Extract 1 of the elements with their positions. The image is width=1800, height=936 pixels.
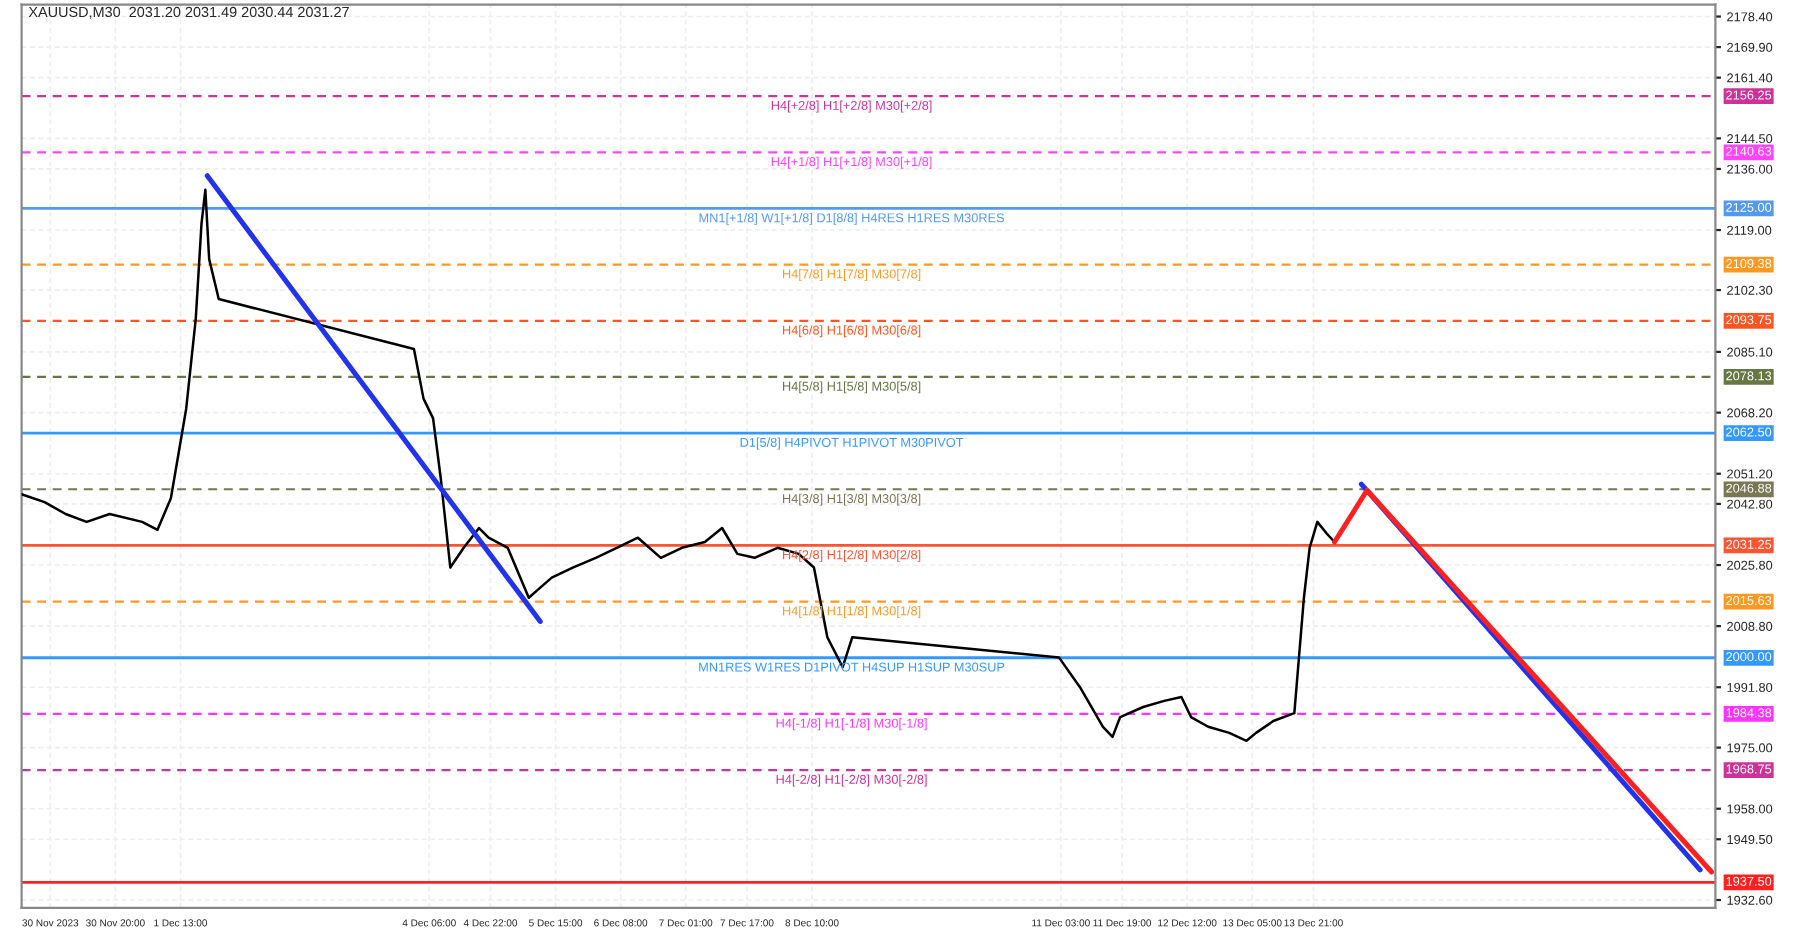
line-series bbox=[21, 188, 1336, 743]
